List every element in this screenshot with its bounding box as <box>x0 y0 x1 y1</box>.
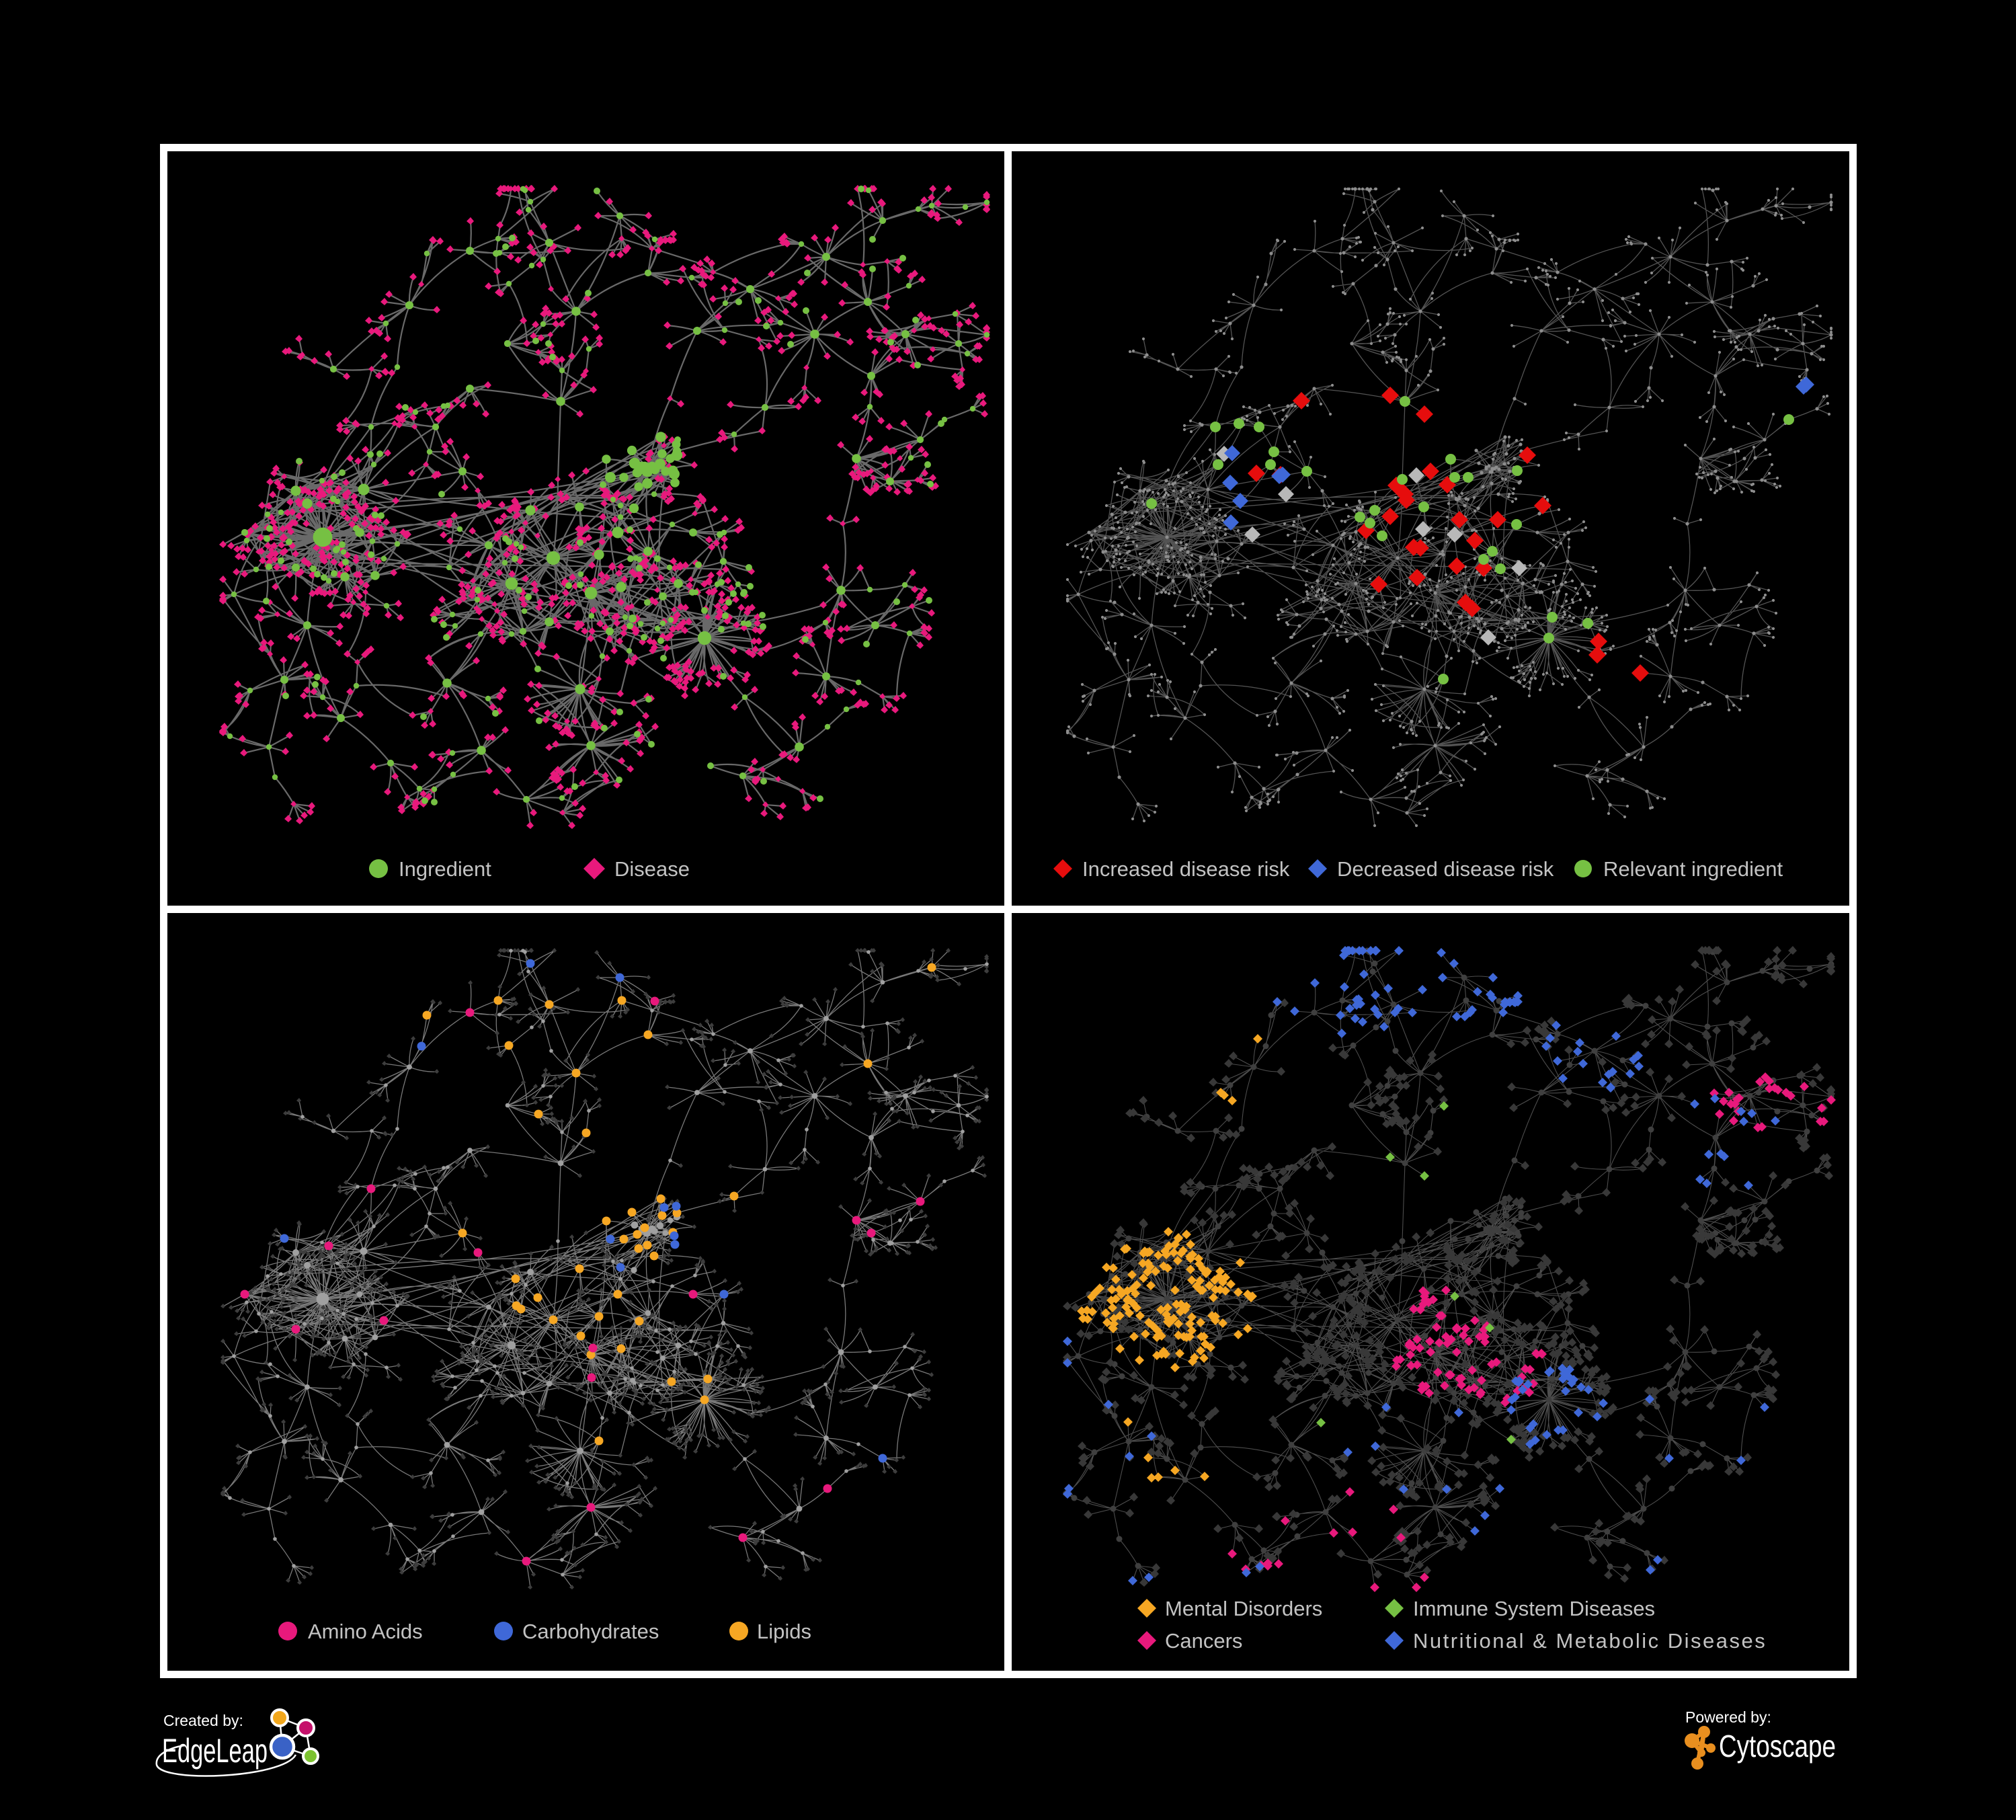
svg-text:Cancers: Cancers <box>1165 1629 1242 1653</box>
svg-text:Created by:: Created by: <box>163 1712 243 1729</box>
svg-text:Increased disease risk: Increased disease risk <box>1082 857 1290 881</box>
svg-text:Ingredient: Ingredient <box>399 857 491 881</box>
svg-text:Carbohydrates: Carbohydrates <box>522 1620 659 1643</box>
svg-text:Immune System Diseases: Immune System Diseases <box>1413 1597 1655 1620</box>
svg-text:Disease: Disease <box>614 857 690 881</box>
svg-text:EdgeLeap: EdgeLeap <box>162 1732 268 1770</box>
svg-text:Nutritional & Metabolic Diseas: Nutritional & Metabolic Diseases <box>1413 1629 1767 1653</box>
svg-text:Powered by:: Powered by: <box>1685 1708 1771 1726</box>
svg-text:Cytoscape: Cytoscape <box>1719 1729 1836 1764</box>
svg-text:Lipids: Lipids <box>757 1620 811 1643</box>
svg-text:Amino Acids: Amino Acids <box>308 1620 423 1643</box>
svg-text:Relevant ingredient: Relevant ingredient <box>1603 857 1783 881</box>
svg-text:Mental Disorders: Mental Disorders <box>1165 1597 1322 1620</box>
svg-text:Decreased disease risk: Decreased disease risk <box>1337 857 1554 881</box>
